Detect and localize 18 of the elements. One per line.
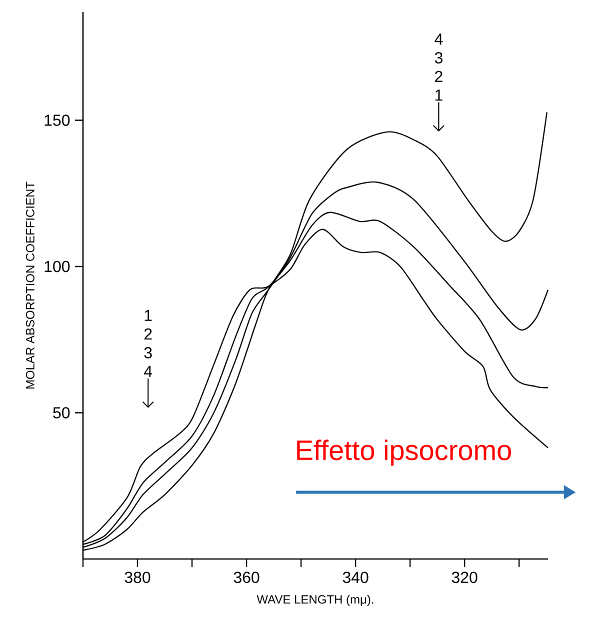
annotation: 4 [434,34,443,45]
x-axis-title: WAVE LENGTH (mμ). [256,594,374,606]
annotation: 2 [144,328,152,340]
x-tick-label: 320 [452,572,478,584]
annotation: 1 [435,90,442,101]
y-axis-title: MOLAR ABSORPTION COEFFICIENT [26,182,34,389]
annotation: Effetto ipsocromo [297,440,511,466]
y-tick-label: 150 [44,114,70,126]
y-tick-label: 50 [53,407,70,418]
annotation: 3 [144,347,152,358]
x-tick-label: 340 [342,572,368,584]
annotation: 3 [434,52,442,64]
x-tick-label: 380 [124,572,150,584]
annotation: 1 [144,310,152,321]
y-tick-label: 100 [44,260,70,272]
x-tick-label: 360 [234,572,260,584]
annotation: 2 [435,70,442,82]
annotation: 4 [144,366,152,377]
